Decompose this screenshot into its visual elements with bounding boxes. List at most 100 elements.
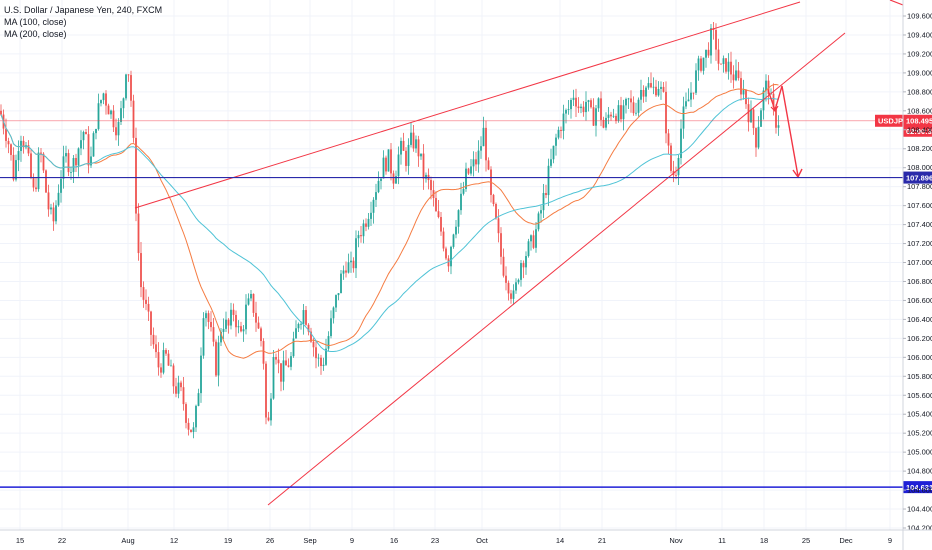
candle-body — [442, 231, 445, 249]
candle-body — [530, 235, 532, 242]
candle-body — [72, 158, 75, 173]
candle-body — [572, 97, 575, 100]
candle-body — [435, 198, 437, 212]
candle-body — [765, 80, 767, 91]
y-tick-label: 108.400 — [907, 125, 932, 134]
candle-body — [70, 172, 72, 173]
candle-body — [195, 405, 197, 428]
candle-body — [625, 98, 627, 106]
candle-body — [545, 193, 547, 196]
candle-body — [657, 88, 660, 96]
y-tick-label: 105.800 — [907, 372, 932, 381]
candle-body — [402, 140, 405, 151]
candle-body — [715, 29, 717, 50]
candle-body — [685, 101, 687, 107]
candle-body — [40, 152, 42, 154]
candle-body — [767, 80, 770, 95]
candle-body — [82, 132, 85, 141]
candle-body — [322, 364, 325, 366]
candle-body — [217, 342, 220, 376]
candle-body — [730, 61, 732, 75]
candle-body — [677, 157, 680, 176]
candle-body — [535, 229, 537, 248]
x-tick-label: 9 — [888, 536, 892, 545]
candle-body — [280, 363, 282, 382]
candle-body — [202, 318, 205, 356]
candle-body — [482, 127, 485, 147]
y-tick-label: 105.200 — [907, 429, 932, 438]
candle-body — [65, 153, 67, 157]
candle-body — [582, 106, 585, 113]
candle-body — [367, 218, 370, 227]
candle-body — [687, 99, 690, 102]
time-axis[interactable]: 15 22 Aug 12 19 26 Sep 9 16 23 Oct 14 21 Nov 11 18 25 Dec… — [0, 529, 932, 545]
projection-arrowhead-small — [770, 105, 779, 112]
candle-body — [222, 328, 225, 332]
candle-body — [527, 241, 530, 257]
y-tick-label: 108.600 — [907, 106, 932, 115]
candle-body — [15, 160, 17, 180]
candle-body — [742, 90, 745, 95]
candle-body — [270, 398, 272, 421]
candle-body — [317, 357, 320, 359]
candle-body — [100, 100, 102, 104]
candle-body — [740, 78, 742, 95]
candle-body — [32, 177, 35, 188]
candle-body — [397, 154, 400, 177]
candle-body — [737, 70, 740, 79]
candle-body — [395, 176, 397, 184]
last-price-tag — [903, 114, 932, 137]
candle-body — [725, 58, 727, 72]
candle-body — [7, 140, 10, 145]
candle-body — [102, 93, 105, 101]
y-tick-label: 108.000 — [907, 163, 932, 172]
candle-body — [85, 132, 87, 135]
candle-body — [242, 329, 245, 332]
candle-body — [0, 110, 2, 115]
candle-body — [415, 139, 417, 149]
y-tick-label: 106.200 — [907, 334, 932, 343]
candle-body — [745, 90, 747, 105]
candle-body — [387, 149, 390, 172]
candle-body — [420, 153, 422, 157]
candle-body — [452, 234, 455, 247]
x-tick-label: 11 — [718, 536, 726, 545]
candle-body — [660, 86, 662, 89]
candle-body — [470, 166, 472, 174]
candle-body — [337, 293, 340, 296]
level-price-tag — [903, 481, 932, 494]
candle-body — [662, 86, 665, 92]
candle-body — [135, 137, 137, 214]
candle-body — [332, 307, 335, 319]
candle-body — [752, 109, 755, 129]
candle-body — [472, 159, 475, 167]
candle-body — [722, 58, 725, 65]
candle-body — [617, 105, 620, 121]
candle-body — [175, 386, 177, 394]
candle-body — [277, 359, 280, 364]
candle-body — [157, 352, 160, 368]
candle-body — [5, 128, 7, 141]
candle-body — [762, 90, 765, 111]
candle-body — [365, 223, 367, 227]
candle-body — [492, 194, 495, 205]
candle-body — [560, 129, 562, 131]
y-tick-label: 106.000 — [907, 353, 932, 362]
price-axis[interactable]: 109.600 109.400 109.200 109.000 108.800 108.6… — [902, 0, 932, 550]
candle-body — [80, 140, 82, 149]
candle-body — [330, 318, 332, 337]
candle-body — [212, 327, 215, 342]
candle-body — [282, 360, 285, 382]
candle-body — [772, 93, 775, 107]
candle-body — [652, 86, 655, 88]
x-tick-label: Dec — [839, 536, 853, 545]
candle-body — [547, 165, 550, 196]
candle-body — [107, 105, 110, 115]
candle-body — [172, 365, 175, 387]
candle-body — [615, 115, 617, 121]
candle-body — [115, 127, 117, 136]
x-tick-label: 23 — [431, 536, 439, 545]
candle-body — [627, 98, 630, 100]
